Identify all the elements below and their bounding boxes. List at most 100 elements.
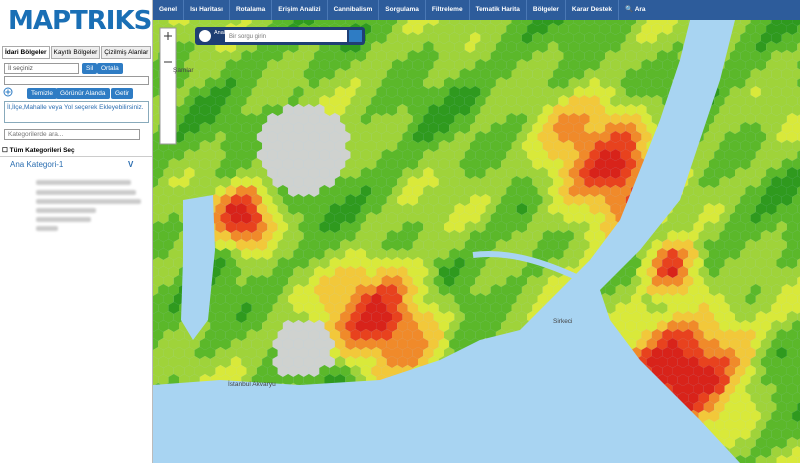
heat-cell (719, 248, 730, 260)
visible-area-button[interactable]: Görünür Alanda (56, 88, 110, 99)
heat-cell (454, 221, 465, 233)
category-name[interactable]: Ana Kategori-1 (10, 160, 64, 169)
heat-cell (579, 203, 590, 215)
nav-item[interactable]: Cannibalism (328, 0, 380, 20)
nav-item[interactable]: Sorgulama (379, 0, 426, 20)
heat-cell (428, 284, 439, 296)
heat-cell (194, 185, 205, 197)
heat-cell (745, 77, 756, 89)
settings-button[interactable] (349, 30, 362, 42)
heat-cell (709, 410, 720, 422)
heat-cell (735, 257, 746, 269)
tab[interactable]: Çizilmiş Alanlar (101, 46, 152, 59)
heat-cell (605, 20, 616, 26)
heat-cell (521, 140, 533, 152)
fetch-button[interactable]: Getir (111, 88, 134, 99)
heat-cell (636, 50, 647, 62)
heat-cell (620, 131, 631, 143)
heat-cell (709, 122, 720, 134)
heat-cell (418, 32, 429, 44)
heat-cell (584, 20, 595, 26)
nav-item[interactable]: Karar Destek (566, 0, 620, 20)
heat-cell (449, 104, 460, 116)
nav-item[interactable]: Tematik Harita (470, 0, 527, 20)
heat-cell (527, 131, 538, 143)
heat-cell (719, 266, 730, 278)
heat-cell (745, 293, 756, 305)
nav-item[interactable]: Bölgeler (527, 0, 566, 20)
heat-cell (563, 32, 574, 44)
heat-cell (786, 113, 798, 125)
heat-cell (745, 311, 756, 323)
heat-cell (688, 230, 699, 242)
heat-cell (490, 176, 502, 188)
heat-cell (397, 68, 408, 80)
query-input[interactable] (225, 30, 347, 42)
heat-cell (750, 176, 761, 188)
select-all[interactable]: ☐ Tüm Kategorileri Seç (2, 147, 75, 154)
heat-cell (158, 338, 169, 350)
tab[interactable]: İdari Bölgeler (2, 46, 50, 59)
heat-cell (298, 113, 309, 125)
category-search[interactable]: Kategorilerde ara... (4, 129, 140, 140)
search-nav[interactable]: 🔍 Ara (625, 6, 646, 13)
nav-item[interactable]: Isı Haritası (184, 0, 230, 20)
blurred-item (36, 190, 136, 195)
heat-cell (423, 59, 434, 71)
heat-cell (667, 266, 678, 278)
heat-cell (563, 248, 574, 260)
heat-cell (662, 329, 673, 341)
heat-cell (251, 104, 263, 116)
analyze-icon[interactable] (199, 30, 211, 42)
heat-cell (282, 302, 294, 314)
heat-cell (225, 167, 237, 179)
clear-button[interactable]: Temizle (27, 88, 58, 99)
heat-cell (781, 446, 793, 458)
heat-cell (735, 221, 746, 233)
heat-cell (709, 104, 720, 116)
heat-cell (610, 185, 621, 197)
heat-cell (558, 131, 569, 143)
heat-cell (693, 383, 704, 395)
text-input[interactable] (4, 76, 149, 85)
map: Analize Başla Bir sorgu girin ŞamlarSirk… (153, 20, 800, 463)
add-icon[interactable] (3, 87, 13, 97)
heat-cell (547, 113, 559, 125)
heat-cell (272, 194, 283, 206)
heat-cell (402, 23, 413, 35)
nav-item[interactable]: Erişim Analizi (272, 0, 328, 20)
delete-button[interactable]: Sil (82, 63, 98, 74)
nav-item[interactable]: Rotalama (230, 0, 273, 20)
heat-cell (215, 167, 226, 179)
heat-cell (199, 122, 211, 134)
heat-cell (594, 194, 606, 206)
heat-cell (449, 230, 460, 242)
nav-item[interactable]: Filtreleme (426, 0, 470, 20)
heat-cell (236, 113, 247, 125)
heat-cell (230, 302, 242, 314)
tab[interactable]: Kayıtlı Bölgeler (50, 46, 101, 59)
heat-cell (412, 239, 424, 251)
heat-cell (225, 311, 237, 323)
zoom-icons[interactable] (164, 32, 172, 63)
heat-cell (677, 20, 689, 26)
heat-cell (288, 185, 299, 197)
nav-item[interactable]: Genel (153, 0, 185, 20)
heat-cell (210, 20, 221, 26)
heat-cell (282, 338, 294, 350)
center-button[interactable]: Ortala (97, 63, 123, 74)
heat-cell (267, 95, 278, 107)
heat-cell (641, 41, 652, 53)
heat-cell (693, 239, 704, 251)
category-toggle[interactable]: V (128, 160, 134, 169)
heat-cell (651, 41, 663, 53)
heat-cell (246, 365, 257, 377)
heat-cell (683, 257, 694, 269)
heat-cell (428, 248, 439, 260)
heat-cell (423, 311, 434, 323)
heat-cell (418, 194, 429, 206)
heat-cell (329, 239, 341, 251)
heat-cell (781, 122, 793, 134)
heat-cell (168, 374, 179, 386)
province-select[interactable]: İl seçiniz (4, 63, 79, 74)
